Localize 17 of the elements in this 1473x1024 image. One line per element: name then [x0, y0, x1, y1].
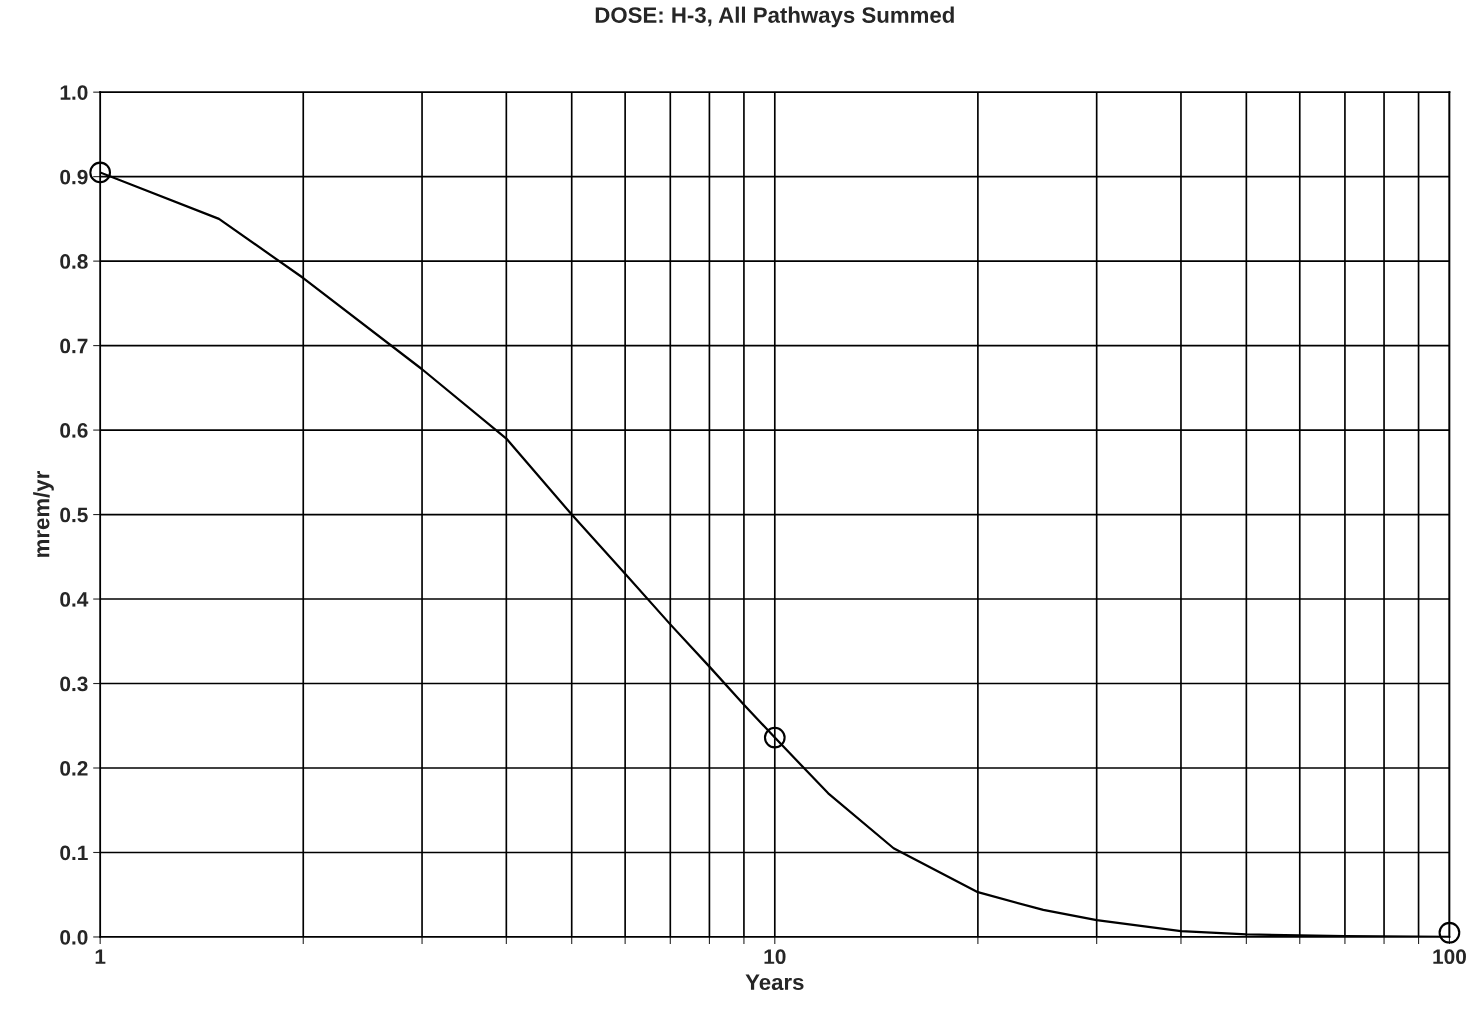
- chart-title: DOSE: H-3, All Pathways Summed: [595, 6, 954, 28]
- x-tick-label: 1: [95, 949, 106, 964]
- y-tick-label: 1.0: [60, 85, 88, 100]
- y-tick-label: 0.6: [60, 423, 88, 438]
- y-tick-label: 0.3: [60, 676, 88, 692]
- x-axis-title: Years: [745, 974, 804, 991]
- y-tick-label: 0.5: [60, 507, 88, 523]
- y-tick-label: 0.9: [60, 169, 88, 185]
- y-tick-label: 0.2: [60, 761, 88, 776]
- y-tick-label: 0.8: [60, 254, 88, 269]
- x-tick-label: 10: [764, 949, 786, 965]
- y-tick-label: 0.1: [60, 845, 88, 861]
- x-tick-label: 100: [1433, 949, 1466, 965]
- y-tick-label: 0.7: [60, 338, 88, 354]
- y-axis-title: mrem/yr: [33, 471, 54, 557]
- y-tick-label: 0.4: [60, 592, 89, 607]
- y-tick-label: 0.0: [60, 929, 88, 945]
